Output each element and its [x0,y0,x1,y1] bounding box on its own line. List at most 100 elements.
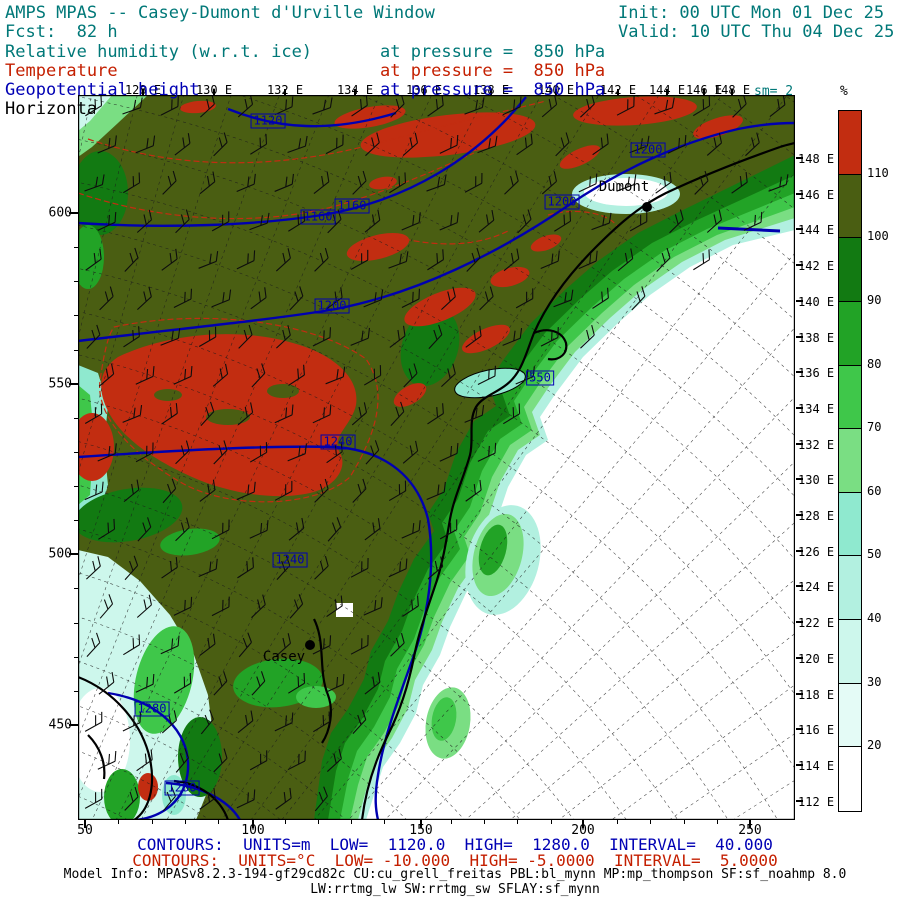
axis-tick [796,549,803,552]
colorbar-cell [839,111,861,175]
axis-tick [423,89,425,95]
station-label-dumont: Dumont [598,179,650,195]
axis-tick [484,820,485,824]
right-axis-label: 128 E [798,509,835,523]
left-axis-label: 500 [48,546,72,562]
axis-tick [749,820,751,828]
right-axis-label: 142 E [798,259,835,274]
axis-tick [74,520,78,522]
right-axis-label: 134 E [798,401,835,416]
axis-tick [796,585,803,588]
wind-barbs [84,95,789,812]
station-marker-dumont [642,202,652,212]
axis-tick [420,820,422,828]
colorbar-tick-label: 100 [867,229,889,244]
colorbar-tick-label: 30 [867,674,882,689]
axis-tick [218,820,219,824]
height-contour-label: 1160 [300,209,336,225]
axis-tick [69,212,78,214]
map-frame [78,95,795,820]
axis-tick [796,406,803,409]
height-contour-label: 1200 [314,298,350,314]
coastline [78,141,795,820]
right-axis-label: 140 E [798,294,835,309]
axis-tick [69,553,78,555]
temperature-contours [78,100,619,503]
right-axis-label: 132 E [798,437,835,452]
axis-tick [74,588,78,590]
axis-tick [731,89,733,95]
right-axis-label: 122 E [798,616,835,631]
axis-tick [582,820,584,828]
axis-tick [354,89,356,95]
map-layers [78,95,795,820]
axis-tick [796,799,803,802]
axis-tick [74,690,78,692]
legend-temp-label: Temperature [5,61,118,81]
right-axis-label: 136 E [798,366,835,381]
axis-tick [69,724,78,726]
axis-tick [796,299,803,302]
rh-fill-bands [78,95,795,820]
colorbar-cell [839,365,861,430]
left-axis-label: 550 [48,376,72,392]
colorbar-tick-label: 90 [867,292,882,307]
legend-height-level: at pressure = 850 hPa [380,80,606,100]
colorbar-tick-label: 80 [867,356,882,371]
right-axis-label: 130 E [798,473,835,488]
top-axis-label: 140 E [537,83,575,97]
legend-rh-label: Relative humidity (w.r.t. ice) [5,42,313,62]
top-axis-label: 132 E [266,83,304,97]
top-axis-label: 142 E [599,83,637,97]
colorbar-tick-label: 110 [867,165,889,180]
legend-wind-label: Horizontal wind vectors [5,100,95,118]
axis-tick [184,820,186,824]
legend-temp-level: at pressure = 850 hPa [380,61,606,81]
axis-tick [118,820,120,824]
axis-tick [74,281,78,283]
axis-tick [796,478,803,481]
axis-tick [796,371,803,374]
right-axis-label: 120 E [798,651,835,666]
axis-tick [796,728,803,731]
axis-tick [796,335,803,338]
axis-tick [796,264,803,267]
top-axis-label: 130 E [195,83,233,97]
rh-colorbar [838,110,862,812]
right-axis-label: 112 E [798,794,835,809]
axis-tick [796,692,803,695]
page-title: AMPS MPAS -- Casey-Dumont d'Urville Wind… [5,3,435,23]
bottom-axis-label: 100 [241,823,265,838]
axis-tick [384,820,386,824]
colorbar-tick-label: 40 [867,611,882,626]
axis-tick [683,820,685,824]
colorbar-tick-label: 60 [867,483,882,498]
axis-tick [517,820,519,824]
axis-tick [151,820,153,824]
axis-tick [142,89,144,95]
colorbar-tick-label: 50 [867,547,882,562]
top-axis-label: 148 E [713,83,751,97]
contour-info-temperature: CONTOURS: UNITS=°C LOW= -10.000 HIGH= -5… [132,851,778,870]
axis-tick [69,383,78,385]
colorbar-cell [839,683,861,748]
axis-tick [74,247,78,249]
right-axis-label: 118 E [798,687,835,702]
axis-tick [317,820,319,824]
height-contour-label: 1280 [164,780,200,796]
bottom-axis-label: 150 [409,823,433,838]
right-axis-label: 144 E [798,223,835,238]
axis-tick [796,621,803,624]
axis-tick [796,192,803,195]
grid-row-label: 550 [526,370,554,386]
axis-tick [617,89,619,95]
height-contour-label: 1160 [334,198,370,214]
axis-tick [796,656,803,659]
valid-time: Valid: 10 UTC Thu 04 Dec 25 [618,22,895,42]
axis-tick [703,89,705,95]
axis-tick [252,820,254,828]
init-time: Init: 00 UTC Mon 01 Dec 25 [618,3,885,23]
axis-tick [796,157,803,159]
latlon-graticule [78,95,795,820]
right-axis-label: 116 E [798,723,835,738]
